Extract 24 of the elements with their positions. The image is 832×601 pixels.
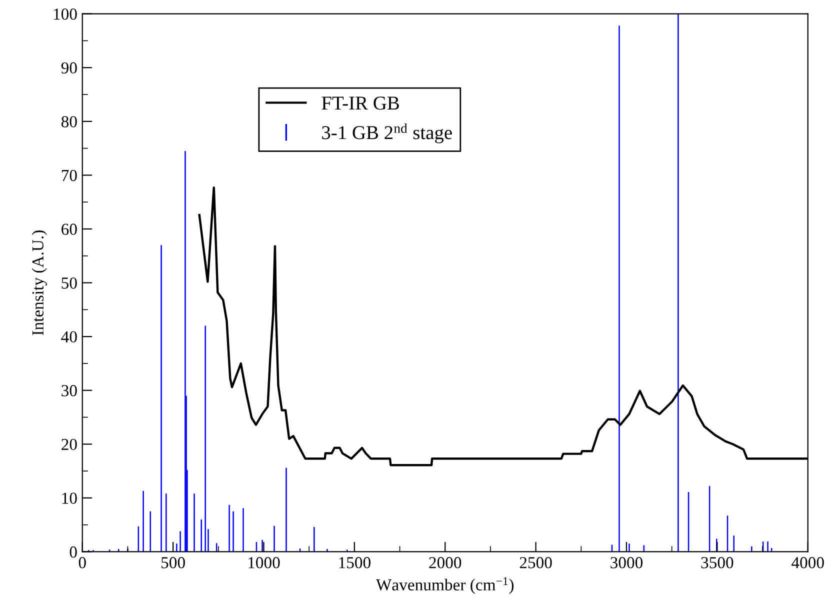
y-tick-label: 90: [61, 62, 77, 74]
x-axis-title: Wavenumber (cm$^{−1}$): [376, 577, 514, 594]
x-tick-label: 1000: [248, 557, 280, 568]
x-tick-label: 4000: [792, 557, 824, 568]
y-tick-label: 30: [62, 385, 77, 396]
y-tick-label: 50: [62, 277, 77, 289]
y-tick-label: 10: [62, 492, 77, 504]
x-tick-label: 1500: [339, 557, 370, 568]
y-tick-label: 60: [62, 224, 77, 235]
x-tick-label: 2500: [520, 557, 552, 568]
x-tick-label: 500: [162, 557, 185, 568]
y-tick-label: 20: [62, 438, 77, 450]
y-tick-label: 40: [61, 331, 77, 343]
x-tick-label: 3500: [701, 557, 734, 568]
y-axis-title: Intensity (A.U.): [32, 230, 47, 336]
x-tick-label: 0: [78, 557, 86, 568]
y-tick-label: 70: [62, 170, 77, 182]
y-tick-label: 0: [70, 546, 77, 558]
y-tick-label: 100: [54, 8, 77, 20]
y-tick-label: 80: [61, 116, 77, 128]
x-tick-label: 3000: [610, 557, 643, 568]
legend-label: FT-IR GB: [322, 96, 399, 110]
legend-label: 3-1 GB 2$^{nd}$ stage: [322, 123, 452, 144]
x-tick-label: 2000: [429, 557, 462, 568]
